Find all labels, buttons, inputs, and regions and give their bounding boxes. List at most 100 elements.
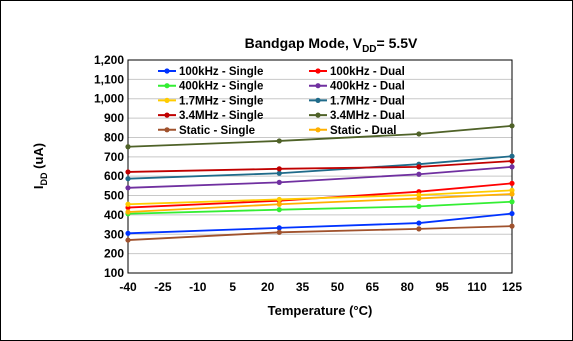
data-point — [125, 209, 131, 215]
x-tick-label: 65 — [366, 280, 380, 294]
data-point — [509, 223, 515, 229]
x-tick-label: 80 — [401, 280, 415, 294]
data-point — [276, 170, 282, 176]
data-point — [276, 166, 282, 172]
plot-area: 100kHz - Single 100kHz - Dual 400kHz - Sin… — [125, 59, 515, 274]
legend-item: 400kHz - Dual — [309, 81, 405, 93]
y-axis-ticks: 100 200 300 400 500 600 700 800 900 1,000 1,100 1,2… — [94, 53, 124, 280]
legend-item: 1.7MHz - Dual — [309, 95, 405, 107]
x-tick-label: 110 — [467, 280, 487, 294]
data-point — [125, 185, 131, 191]
legend-item: Static - Dual — [309, 125, 396, 137]
data-point — [276, 201, 282, 207]
legend-marker — [164, 83, 170, 89]
legend-label: Static - Dual — [330, 125, 396, 137]
data-point — [416, 195, 422, 202]
series-group — [125, 123, 515, 243]
y-tick-label: 1,100 — [94, 72, 124, 86]
legend-item: 100kHz - Dual — [309, 66, 405, 78]
legend-label: 400kHz - Single — [179, 81, 263, 93]
data-point — [509, 187, 515, 193]
x-tick-label: 5 — [229, 280, 236, 294]
data-point — [276, 207, 282, 213]
legend-marker — [164, 127, 170, 133]
series-static-single — [125, 223, 515, 243]
data-point — [416, 203, 422, 209]
y-tick-label: 500 — [104, 189, 124, 203]
legend-marker — [315, 127, 321, 133]
y-tick-label: 700 — [104, 150, 124, 164]
gridlines — [128, 78, 512, 255]
data-point — [509, 191, 515, 197]
data-point — [416, 171, 422, 177]
x-tick-label: 35 — [296, 280, 310, 294]
legend-marker — [164, 68, 170, 74]
chart-title: Bandgap Mode, VDD= 5.5V — [245, 35, 418, 55]
data-point — [276, 196, 282, 203]
legend-marker — [315, 112, 321, 118]
legend-marker — [315, 97, 321, 103]
data-point — [509, 199, 515, 205]
legend-label: Static - Single — [179, 125, 255, 137]
series-100khz-single — [125, 210, 515, 236]
legend-label: 1.7MHz - Dual — [330, 95, 405, 107]
data-point — [509, 180, 515, 186]
legend-item: 3.4MHz - Dual — [309, 110, 405, 122]
x-tick-label: -10 — [189, 280, 207, 294]
legend-marker — [164, 112, 170, 118]
y-axis-label: IDD (uA) — [31, 143, 49, 189]
data-point — [509, 123, 515, 129]
y-tick-label: 1,200 — [94, 53, 124, 67]
series-400khz-dual — [125, 164, 515, 191]
series-line — [127, 182, 513, 209]
x-tick-label: -25 — [154, 280, 172, 294]
data-point — [509, 158, 515, 164]
x-tick-label: 20 — [261, 280, 275, 294]
series-400khz-single — [125, 199, 515, 217]
legend-marker — [164, 97, 170, 103]
y-tick-label: 800 — [104, 130, 124, 144]
legend-item: 1.7MHz - Single — [158, 95, 263, 107]
y-tick-label: 600 — [104, 169, 124, 183]
x-axis-ticks: -40 -25 -10 5 20 35 50 65 80 95 110 125 — [119, 280, 522, 294]
legend-label: 1.7MHz - Single — [179, 95, 263, 107]
legend-marker — [315, 83, 321, 89]
series-static-dual — [125, 191, 515, 215]
series-line — [127, 200, 513, 215]
legend-label: 400kHz - Dual — [330, 81, 405, 93]
data-point — [416, 131, 422, 137]
series-line — [127, 189, 513, 206]
legend-marker — [315, 68, 321, 74]
legend: 100kHz - Single 100kHz - Dual 400kHz - Sin… — [158, 66, 405, 137]
series-line — [127, 165, 513, 189]
y-tick-label: 400 — [104, 208, 124, 222]
x-axis-label: Temperature (°C) — [268, 303, 373, 318]
data-point — [125, 169, 131, 175]
x-tick-label: 50 — [331, 280, 345, 294]
legend-label: 100kHz - Single — [179, 66, 263, 78]
x-tick-label: -40 — [119, 280, 137, 294]
legend-item: 400kHz - Single — [158, 81, 263, 93]
data-point — [276, 179, 282, 185]
series-line — [127, 225, 513, 241]
x-tick-label: 95 — [436, 280, 450, 294]
legend-label: 3.4MHz - Single — [179, 110, 263, 122]
x-tick-label: 125 — [502, 280, 522, 294]
data-point — [125, 201, 131, 207]
legend-item: Static - Single — [158, 125, 255, 137]
data-point — [276, 229, 282, 235]
data-point — [125, 176, 131, 182]
y-tick-label: 900 — [104, 111, 124, 125]
data-point — [125, 237, 131, 243]
data-point — [276, 138, 282, 144]
data-point — [416, 164, 422, 170]
series-line — [127, 193, 513, 213]
y-tick-label: 200 — [104, 247, 124, 261]
legend-label: 100kHz - Dual — [330, 66, 405, 78]
series-3-4mhz-single — [125, 158, 515, 175]
series-line — [127, 124, 513, 148]
series-line — [127, 212, 513, 235]
data-point — [416, 226, 422, 232]
